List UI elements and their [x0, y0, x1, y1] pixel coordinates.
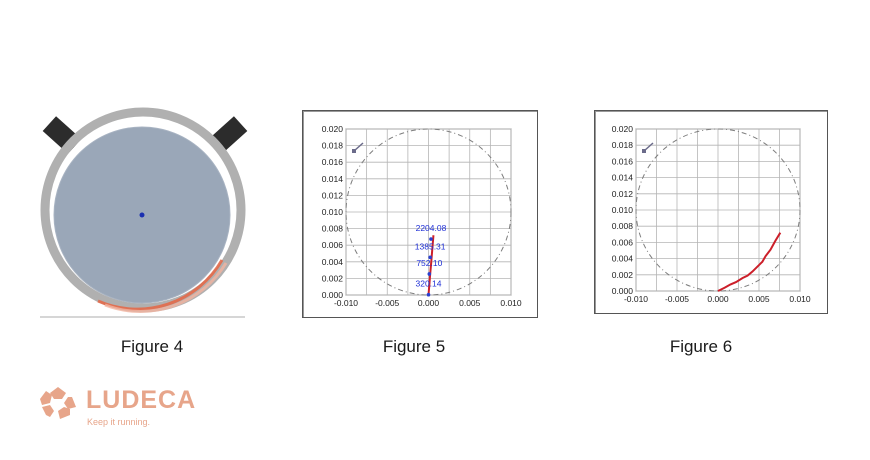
logo-tagline: Keep it running. — [87, 417, 151, 427]
shaft-center-dot — [139, 212, 145, 218]
fig5-y-tick-label: 0.016 — [322, 157, 344, 167]
fig6-x-tick-label: 0.000 — [707, 294, 729, 304]
fig5-annotation-point — [428, 255, 432, 260]
fig5-annotation-label: 320.14 — [416, 279, 442, 289]
fig6-x-tick-label: 0.005 — [748, 294, 770, 304]
fig5-annotation-label: 2204.08 — [416, 223, 447, 233]
figure4-illustration — [40, 107, 248, 318]
fig5-annotation-point — [426, 292, 431, 297]
fig6-y-tick-label: 0.012 — [612, 189, 634, 199]
fig6-y-tick-label: 0.010 — [612, 205, 634, 215]
fig6-y-tick-label: 0.020 — [612, 124, 634, 134]
fig6-y-tick-label: 0.014 — [612, 173, 634, 183]
ludeca-logo-icon — [40, 387, 76, 419]
fig5-y-tick-label: 0.020 — [322, 124, 344, 134]
fig5-x-tick-label: 0.010 — [500, 298, 522, 308]
fig5-x-tick-label: 0.000 — [418, 298, 440, 308]
fig5-y-tick-label: 0.012 — [322, 190, 344, 200]
fig5-y-tick-label: 0.002 — [322, 273, 344, 283]
fig5-annotation-label: 752.10 — [416, 258, 442, 268]
fig5-x-tick-label: -0.005 — [375, 298, 399, 308]
fig5-y-tick-label: 0.010 — [322, 207, 344, 217]
figure5-caption: Figure 5 — [382, 337, 446, 356]
fig5-y-tick-label: 0.006 — [322, 240, 344, 250]
fig6-y-tick-label: 0.018 — [612, 140, 634, 150]
fig6-arrow-head-icon — [642, 149, 646, 153]
fig6-x-tick-label: -0.005 — [665, 294, 689, 304]
fig6-series-line — [717, 232, 782, 292]
figure4-caption: Figure 4 — [120, 337, 184, 356]
fig5-annotation-point — [429, 237, 433, 241]
fig6-y-tick-label: 0.006 — [612, 237, 634, 247]
figure6-chart: 0.000 0.002 0.004 0.006 0.008 0.010 0.012 0.014… — [612, 124, 811, 304]
fig6-y-tick-label: 0.016 — [612, 156, 634, 166]
logo-name: LUDECA — [86, 386, 197, 414]
fig5-y-tick-label: 0.014 — [322, 174, 344, 184]
fig6-y-tick-label: 0.008 — [612, 221, 634, 231]
fig5-y-tick-label: 0.018 — [322, 141, 344, 151]
fig6-y-tick-label: 0.004 — [612, 254, 634, 264]
fig5-x-tick-label: 0.005 — [459, 298, 481, 308]
fig5-arrow-head-icon — [352, 149, 356, 153]
fig6-x-tick-label: 0.010 — [789, 294, 811, 304]
fig6-reference-circle — [635, 128, 801, 292]
fig5-y-tick-label: 0.008 — [322, 224, 344, 234]
shaft-trail — [97, 259, 224, 311]
fig5-x-tick-label: -0.010 — [334, 298, 358, 308]
shaft-trail-shadow — [104, 262, 228, 313]
fig5-series-line — [427, 235, 435, 296]
fig6-y-tick-label: 0.002 — [612, 270, 634, 280]
shaft-texture — [53, 126, 231, 304]
fig6-x-tick-label: -0.010 — [624, 294, 648, 304]
fig5-y-tick-label: 0.004 — [322, 257, 344, 267]
fig5-annotation-label: 1385.31 — [415, 241, 446, 251]
fig5-annotation-point — [427, 272, 432, 276]
fig6-y-tick-label: 0.000 — [612, 286, 634, 296]
figure5-chart: 0.000 0.002 0.004 0.006 0.008 0.010 0.012 0.014… — [322, 124, 522, 308]
fig5-y-tick-label: 0.000 — [322, 290, 344, 300]
fig5-reference-circle — [345, 128, 512, 296]
figure6-caption: Figure 6 — [669, 337, 733, 356]
